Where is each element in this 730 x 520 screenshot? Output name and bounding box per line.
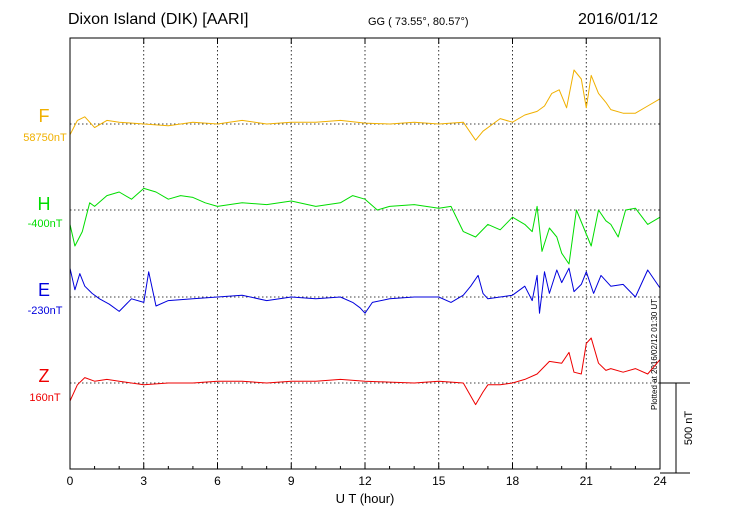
scale-bar: [660, 382, 690, 474]
scale-bar-label: 500 nT: [683, 411, 695, 446]
series-lines: [69, 69, 661, 406]
z-baseline-label: 160nT: [29, 392, 61, 404]
x-tick-label: 0: [67, 474, 74, 488]
x-tick-label: 24: [653, 474, 667, 488]
z-channel-label: Z: [38, 366, 50, 386]
series-line-e: [69, 267, 661, 314]
chart-grid: [143, 38, 587, 469]
station-coordinates: GG ( 73.55°, 80.57°): [368, 16, 469, 28]
x-tick-label: 3: [140, 474, 147, 488]
x-tick-label: 15: [432, 474, 446, 488]
station-title: Dixon Island (DIK) [AARI]: [68, 11, 249, 28]
x-tick-label: 12: [358, 474, 372, 488]
series-line-h: [69, 187, 661, 265]
series-line-f: [69, 69, 661, 141]
x-axis-label: U T (hour): [336, 491, 395, 506]
h-baseline-label: -400nT: [27, 218, 63, 230]
x-tick-label: 6: [214, 474, 221, 488]
x-tick-label: 9: [288, 474, 295, 488]
x-tick-label: 18: [506, 474, 520, 488]
series-line-z: [69, 337, 661, 406]
f-channel-label: F: [38, 106, 50, 126]
f-baseline-label: 58750nT: [23, 132, 67, 144]
x-axis-ticks: 0 3 6 9 12 15 18 21 24: [67, 38, 667, 488]
e-channel-label: E: [37, 280, 50, 300]
e-baseline-label: -230nT: [27, 305, 63, 317]
plot-date: 2016/01/12: [578, 11, 659, 28]
h-channel-label: H: [37, 194, 51, 214]
x-tick-label: 21: [580, 474, 594, 488]
